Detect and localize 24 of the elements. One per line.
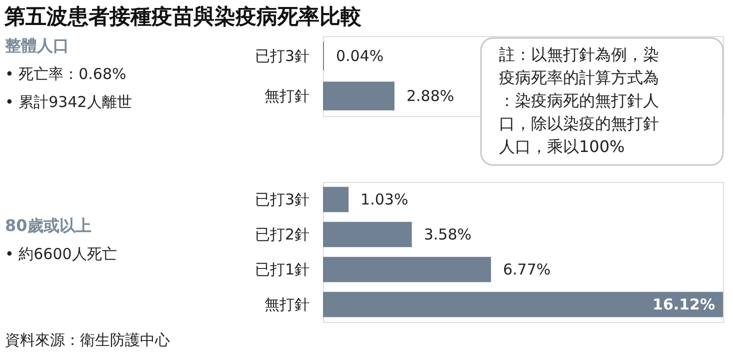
text: 註：以無打針為例，染疫病死率的計算方式為：染疫病死的無打針人口，除以染疫的無打針人口，乘以100%	[499, 45, 659, 156]
chart-title: 第五波患者接種疫苗與染疫病死率比較	[4, 4, 362, 28]
bar	[323, 186, 349, 212]
y-tick-label: 無打針	[264, 87, 310, 105]
data-label: 3.58%	[424, 226, 472, 244]
data-label: 16.12%	[652, 296, 715, 314]
text: 整體人口	[4, 36, 69, 55]
bar	[323, 222, 412, 248]
bar	[323, 256, 491, 282]
source-note: 資料來源：衛生防護中心	[5, 331, 170, 349]
y-tick-label: 無打針	[264, 296, 310, 314]
data-label: 2.88%	[406, 87, 454, 105]
text: • 死亡率：0.68%	[5, 65, 126, 83]
y-tick-label: 已打1針	[254, 260, 310, 278]
data-label: 0.04%	[336, 47, 384, 65]
data-label: 6.77%	[502, 260, 551, 278]
y-tick-label: 已打3針	[254, 190, 310, 208]
text: • 約6600人死亡	[5, 245, 117, 263]
y-tick-label: 已打3針	[254, 47, 310, 65]
text: 80歲或以上	[5, 216, 92, 235]
text: • 累計9342人離世	[5, 93, 132, 111]
data-label: 1.03%	[360, 190, 408, 208]
y-tick-label: 已打2針	[254, 226, 310, 244]
bar	[323, 292, 723, 318]
